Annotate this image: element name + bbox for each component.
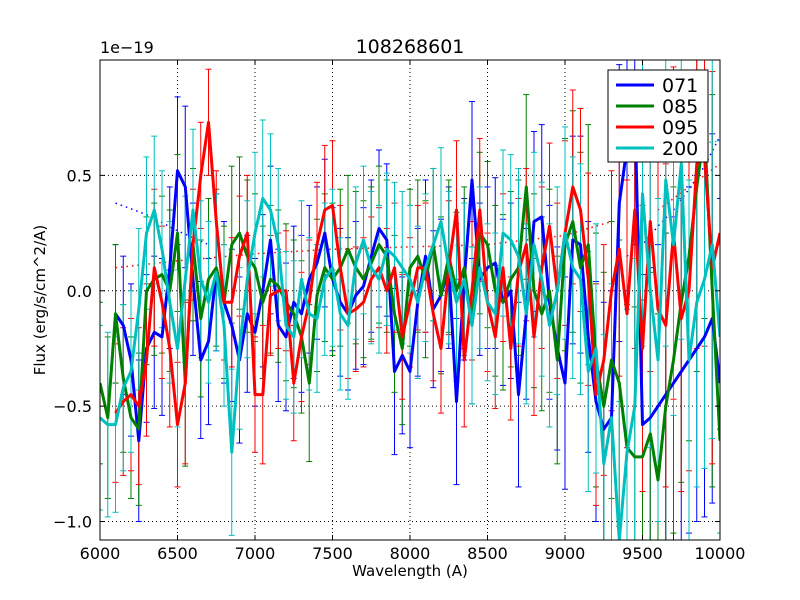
y-tick-label: −1.0 [53, 513, 92, 532]
series-line-085 [100, 127, 720, 482]
x-tick-label: 8000 [390, 544, 431, 563]
x-axis-label: Wavelength (A) [352, 562, 468, 580]
chart-title: 108268601 [356, 36, 465, 58]
x-tick-label: 6500 [157, 544, 198, 563]
x-tick-label: 7000 [235, 544, 276, 563]
legend-label-071: 071 [662, 75, 698, 97]
x-tick-label: 7500 [312, 544, 353, 563]
series-line-200 [100, 162, 720, 540]
legend-label-085: 085 [662, 96, 698, 118]
series-line-095 [114, 120, 720, 427]
x-tick-label: 9500 [622, 544, 663, 563]
legend-label-200: 200 [662, 138, 698, 160]
x-tick-label: 10000 [695, 544, 746, 563]
series-layer [100, 60, 720, 540]
x-tick-label: 6000 [80, 544, 121, 563]
y-tick-label: 0.0 [67, 282, 92, 301]
y-tick-label: −0.5 [53, 397, 92, 416]
y-axis-label: Flux (erg/s/cm^2/A) [31, 225, 49, 376]
x-tick-label: 9000 [545, 544, 586, 563]
legend-label-095: 095 [662, 117, 698, 139]
y-offset-label: 1e−19 [100, 38, 154, 57]
y-tick-label: 0.5 [67, 166, 92, 185]
x-tick-label: 8500 [467, 544, 508, 563]
ticks: 6000 6500 7000 7500 8000 8500 9000 9500 10000 −1.… [53, 60, 745, 563]
